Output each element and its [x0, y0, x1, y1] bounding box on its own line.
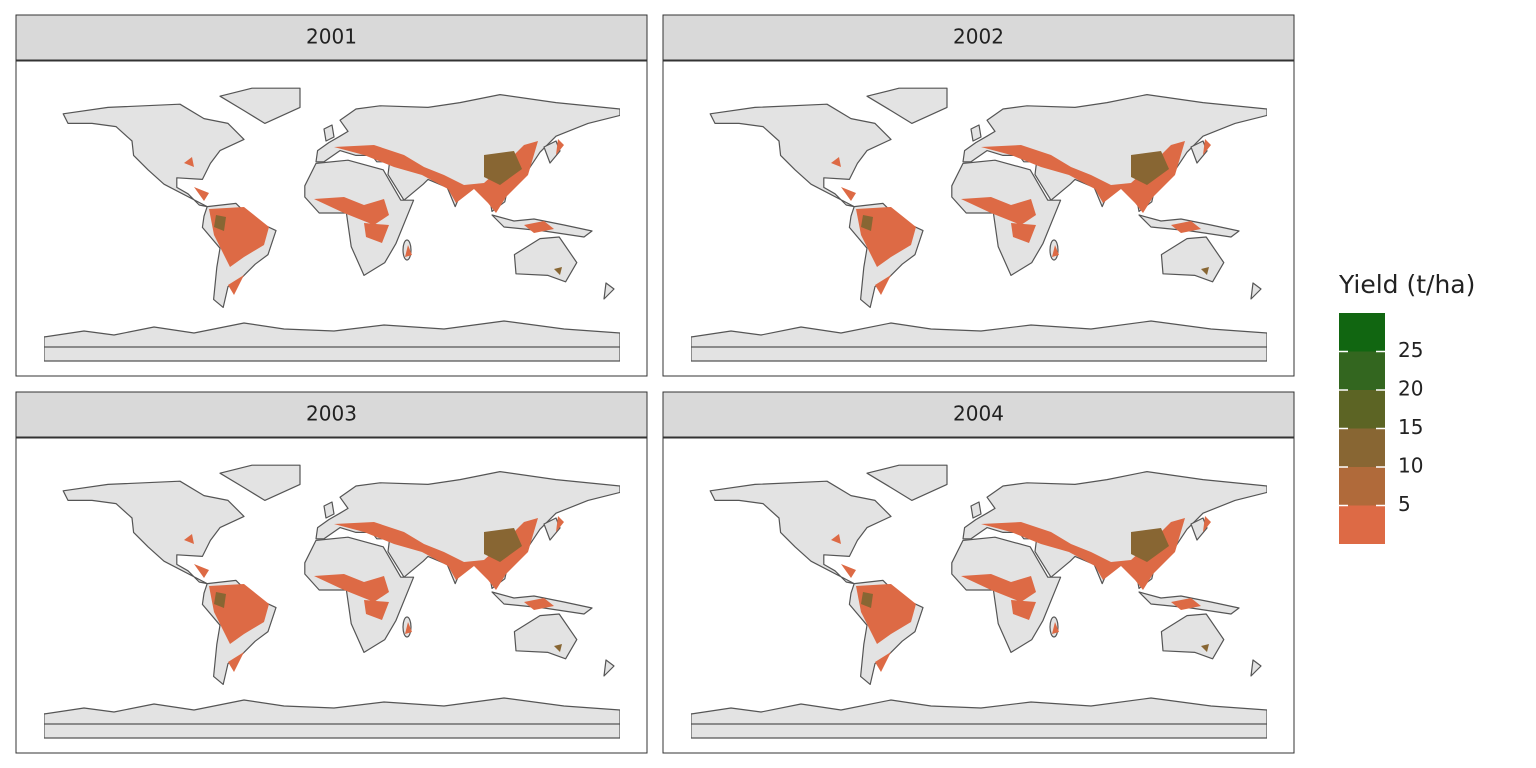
facet-strip: [662, 391, 1295, 438]
legend-tick-label: 10: [1398, 454, 1423, 478]
facet-label: 2002: [953, 25, 1004, 49]
facet-label: 2001: [306, 25, 357, 49]
legend-tick-label: 25: [1398, 338, 1423, 362]
facet-strip: [15, 14, 648, 61]
legend-bin: [1339, 313, 1385, 352]
legend-tick-label: 20: [1398, 377, 1423, 401]
legend-tick-label: 15: [1398, 415, 1423, 439]
facet-strip: [662, 14, 1295, 61]
legend-bin: [1339, 351, 1385, 390]
facet-label: 2004: [953, 402, 1004, 426]
legend-bin: [1339, 467, 1385, 506]
legend-title: Yield (t/ha): [1338, 270, 1475, 299]
legend-bin: [1339, 428, 1385, 467]
legend-bin: [1339, 390, 1385, 429]
facet-strip: [15, 391, 648, 438]
facet-label: 2003: [306, 402, 357, 426]
legend-bin: [1339, 505, 1385, 544]
legend-tick-label: 5: [1398, 492, 1411, 516]
